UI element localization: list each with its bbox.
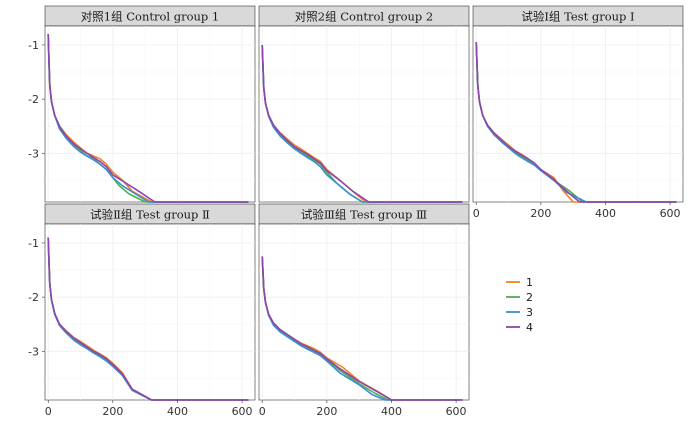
strip-title: 试验Ⅰ组 Test group Ⅰ [521, 10, 634, 24]
y-tick-label: -2 [28, 291, 39, 304]
x-tick-label: 600 [232, 405, 253, 418]
legend-item-1: 1 [506, 276, 533, 289]
series-line-4 [475, 42, 677, 203]
strip-title: 对照1组 Control group 1 [81, 10, 220, 24]
plot-area [258, 223, 470, 401]
legend-label: 2 [526, 291, 533, 304]
legend-label: 1 [526, 276, 533, 289]
plot-area [44, 223, 256, 401]
plot-area [44, 25, 256, 203]
y-tick-label: -3 [28, 345, 39, 358]
series-line-4 [47, 237, 249, 401]
panel-3: 试验Ⅰ组 Test group Ⅰ 0 200 400 600 [472, 5, 684, 220]
x-tick-label: 400 [167, 405, 188, 418]
x-tick-label: 600 [446, 405, 467, 418]
series-line-4 [261, 256, 463, 401]
panel-5: 试验Ⅲ组 Test group Ⅲ 0 200 400 600 [258, 203, 470, 418]
strip-title: 试验Ⅱ组 Test group Ⅱ [90, 208, 210, 222]
panel-4: 试验Ⅱ组 Test group Ⅱ -1 -2 -3 0 200 400 600 [28, 203, 256, 418]
legend-item-3: 3 [506, 306, 533, 319]
strip-title: 对照2组 Control group 2 [295, 10, 434, 24]
y-tick-label: -1 [28, 237, 39, 250]
gridlines [45, 26, 255, 202]
x-tick-label: 0 [45, 405, 52, 418]
y-tick-label: -1 [28, 39, 39, 52]
legend-label: 3 [526, 306, 533, 319]
x-tick-label: 200 [102, 405, 123, 418]
x-tick-label: 400 [381, 405, 402, 418]
x-tick-label: 200 [530, 207, 551, 220]
y-tick-label: -2 [28, 93, 39, 106]
gridlines [45, 224, 255, 400]
series-line-4 [261, 44, 463, 203]
gridlines [259, 26, 469, 202]
panel-1: 对照1组 Control group 1 -1 -2 -3 [28, 5, 256, 203]
x-tick-label: 200 [316, 405, 337, 418]
strip-title: 试验Ⅲ组 Test group Ⅲ [301, 208, 427, 222]
gridlines [259, 224, 469, 400]
plot-area [472, 25, 684, 203]
plot-area [258, 25, 470, 203]
x-tick-label: 0 [259, 405, 266, 418]
panels-layer: 对照1组 Control group 1 -1 -2 -3 对照2组 Control g… [28, 5, 684, 418]
legend: 1 2 3 4 [506, 276, 533, 334]
panel-2: 对照2组 Control group 2 [258, 5, 470, 203]
legend-label: 4 [526, 321, 533, 334]
x-tick-label: 400 [595, 207, 616, 220]
legend-item-4: 4 [506, 321, 533, 334]
y-tick-label: -3 [28, 147, 39, 160]
x-tick-label: 600 [660, 207, 681, 220]
x-tick-label: 0 [473, 207, 480, 220]
series-line-4 [47, 34, 249, 203]
legend-item-2: 2 [506, 291, 533, 304]
